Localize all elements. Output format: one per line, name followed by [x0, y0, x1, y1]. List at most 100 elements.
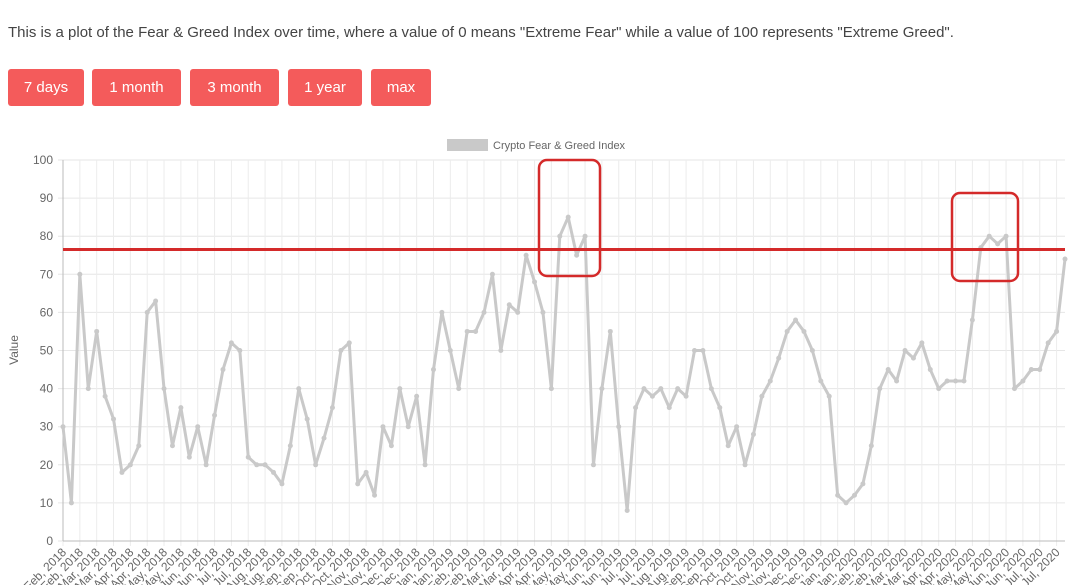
x-tick-label: Jan, 2019: [392, 545, 439, 585]
data-point: [203, 462, 209, 468]
data-point: [599, 386, 605, 392]
x-tick-label: Mar, 2020: [863, 545, 911, 585]
data-point: [1037, 367, 1043, 373]
data-point: [523, 252, 529, 258]
x-tick-label: Apr, 2020: [915, 545, 961, 585]
x-tick-label: Jul, 2019: [597, 545, 642, 585]
x-tick-label: Mar, 2019: [476, 545, 524, 585]
data-point: [540, 309, 546, 315]
x-tick-label: Aug, 2019: [627, 545, 676, 585]
x-tick-label: Apr, 2019: [511, 545, 557, 585]
data-point: [355, 481, 361, 487]
y-tick-label: 90: [40, 191, 54, 205]
data-point: [565, 214, 571, 220]
data-point: [675, 386, 681, 392]
data-point: [835, 492, 841, 498]
data-point: [784, 328, 790, 334]
x-tick-label: May, 2018: [138, 545, 187, 585]
x-tick-label: Apr, 2018: [107, 545, 153, 585]
highlight-box: [537, 158, 602, 278]
y-tick-label: 20: [40, 458, 54, 472]
data-point: [439, 309, 445, 315]
data-point: [397, 386, 403, 392]
data-point: [666, 405, 672, 411]
data-point: [380, 424, 386, 430]
x-tick-label: Sep, 2018: [256, 545, 305, 585]
data-point: [607, 328, 613, 334]
y-tick-label: 30: [40, 420, 54, 434]
description: This is a plot of the Fear & Greed Index…: [8, 24, 954, 41]
x-tick-label: Apr, 2018: [90, 545, 136, 585]
data-point: [60, 424, 66, 430]
x-tick-label: Jan, 2020: [797, 545, 844, 585]
data-point: [77, 271, 83, 277]
data-point: [161, 386, 167, 392]
data-point: [102, 393, 108, 399]
range-button[interactable]: 1 year: [288, 69, 362, 106]
x-tick-label: Jun, 2019: [561, 545, 608, 585]
highlight-box: [950, 191, 1020, 283]
series-line: [61, 215, 1067, 513]
data-point: [329, 405, 335, 411]
x-tick-label: Mar, 2018: [55, 545, 103, 585]
data-point: [313, 462, 319, 468]
x-tick-label: May, 2019: [542, 545, 591, 585]
data-point: [1054, 328, 1060, 334]
data-point: [430, 367, 436, 373]
data-point: [700, 348, 706, 353]
y-axis-title: Value: [7, 335, 21, 365]
y-tick-label: 10: [40, 496, 54, 510]
y-tick-label: 60: [40, 305, 54, 319]
data-point: [708, 386, 714, 392]
data-point: [498, 348, 504, 353]
data-point: [767, 378, 773, 384]
data-point: [818, 378, 824, 384]
x-tick-label: Sep, 2019: [677, 545, 726, 585]
data-point: [717, 405, 723, 411]
x-tick-label: Sep, 2018: [273, 545, 322, 585]
x-tick-label: Jun, 2018: [157, 545, 204, 585]
data-point: [809, 348, 815, 353]
data-point: [195, 424, 201, 430]
data-point: [1011, 386, 1017, 392]
range-button[interactable]: 1 month: [92, 69, 181, 106]
data-point: [464, 328, 470, 334]
range-button[interactable]: 3 month: [190, 69, 279, 106]
range-button[interactable]: max: [371, 69, 431, 106]
data-point: [481, 309, 487, 315]
data-point: [228, 340, 234, 346]
x-tick-label: Feb, 2018: [38, 545, 86, 585]
data-point: [414, 393, 420, 399]
data-point: [826, 393, 832, 399]
data-point: [422, 462, 428, 468]
data-point: [725, 443, 731, 449]
y-tick-label: 40: [40, 382, 54, 396]
x-tick-label: Feb, 2020: [846, 545, 894, 585]
x-tick-label: Aug, 2018: [223, 545, 272, 585]
x-tick-label: Oct, 2018: [292, 545, 339, 585]
data-point: [304, 416, 310, 422]
data-point: [473, 328, 479, 334]
data-point: [919, 340, 925, 346]
data-point: [910, 355, 916, 361]
data-point: [986, 233, 992, 239]
data-point: [582, 233, 588, 239]
data-point: [649, 393, 655, 399]
x-tick-label: Mar, 2018: [72, 545, 120, 585]
data-point: [734, 424, 740, 430]
x-tick-label: Feb, 2020: [829, 545, 877, 585]
x-tick-label: Jul, 2020: [1002, 545, 1047, 585]
data-point: [279, 481, 285, 487]
x-tick-label: Sep, 2019: [660, 545, 709, 585]
data-point: [624, 508, 630, 514]
x-tick-label: Feb, 2019: [442, 545, 490, 585]
x-tick-label: Mar, 2019: [459, 545, 507, 585]
x-tick-label: Oct, 2019: [696, 545, 743, 585]
data-point: [590, 462, 596, 468]
data-point: [271, 469, 277, 475]
y-tick-label: 80: [40, 229, 54, 243]
data-point: [683, 393, 689, 399]
data-point: [953, 378, 959, 384]
range-button[interactable]: 7 days: [8, 69, 84, 106]
x-tick-label: Jul, 2018: [210, 545, 255, 585]
